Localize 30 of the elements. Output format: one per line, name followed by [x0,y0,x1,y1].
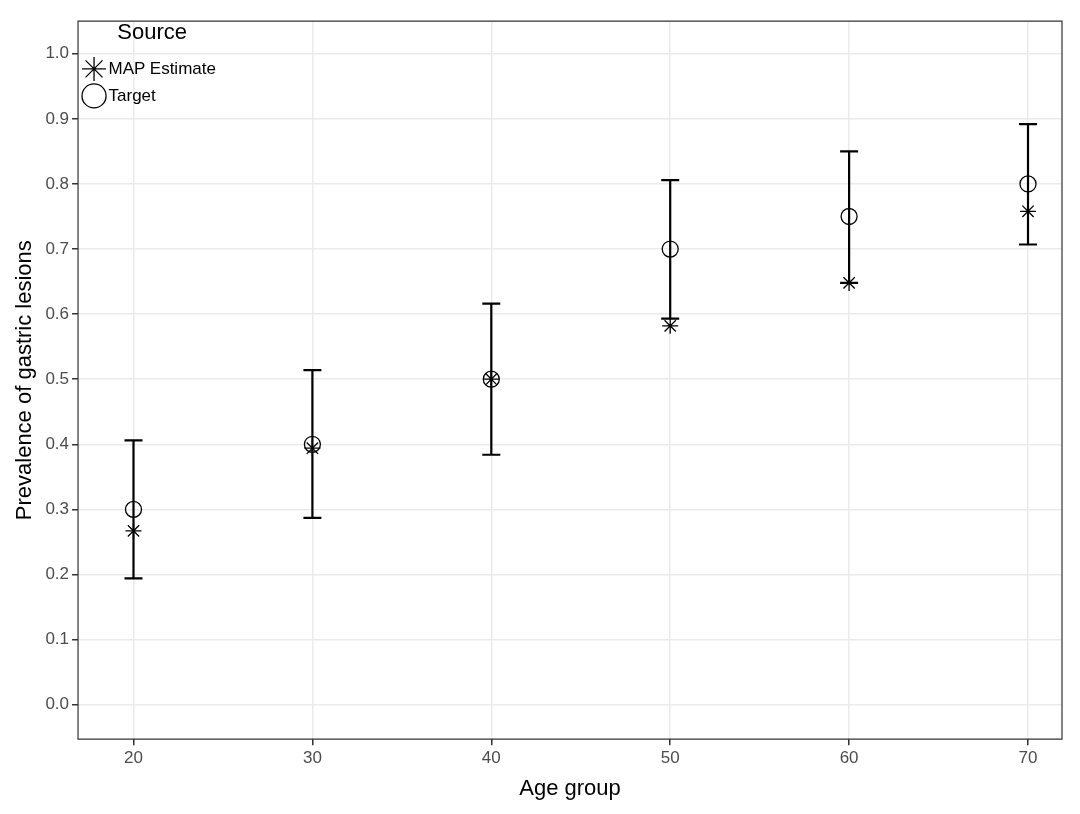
y-tick-label: 0.0 [45,694,70,714]
x-tick-label: 70 [1018,748,1038,768]
y-tick-label: 0.5 [45,368,70,388]
x-tick-label: 30 [302,748,322,768]
point [124,500,143,519]
y-tick-label: 0.9 [45,108,70,128]
legend-label: Target [108,85,157,105]
point [303,435,322,453]
point [661,317,679,335]
point [840,207,858,226]
x-tick-label: 40 [481,748,501,768]
x-tick-label: 50 [660,748,680,768]
legend-label: MAP Estimate [108,58,216,78]
y-tick-label: 0.6 [45,303,70,323]
point [661,240,679,258]
x-axis-title: Age group [519,774,621,800]
point [303,439,322,457]
y-tick-label: 0.2 [45,564,70,584]
legend-title: Source [117,19,187,45]
x-tick-label: 60 [839,748,859,768]
y-tick-label: 0.7 [45,238,70,258]
point [1019,175,1037,193]
point [124,522,143,540]
y-tick-label: 0.8 [45,173,70,193]
y-axis-title: Prevalence of gastric lesions [11,240,37,521]
y-tick-label: 1.0 [45,43,70,63]
y-tick-label: 0.1 [45,629,70,649]
x-tick-label: 20 [124,748,143,768]
y-tick-label: 0.4 [45,434,70,454]
y-tick-label: 0.3 [45,499,70,519]
